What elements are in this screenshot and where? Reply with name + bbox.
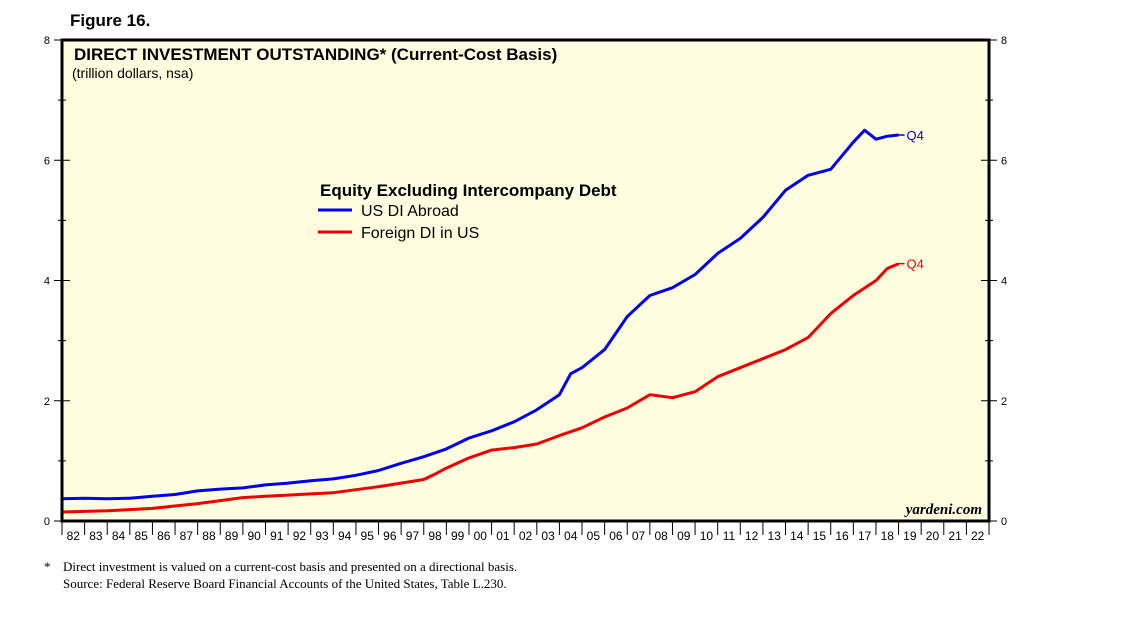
x-tick-label: 95 <box>361 529 375 543</box>
x-tick-label: 87 <box>180 529 194 543</box>
x-tick-label: 93 <box>315 529 329 543</box>
x-tick-label: 15 <box>813 529 827 543</box>
x-axis-ticks: 82 83 84 85 86 87 88 89 90 91 92 93 94 95 96 97 98 99 00 01… <box>61 521 990 543</box>
footnote-text: Direct investment is valued on a current… <box>63 559 517 574</box>
y-tick-label-left: 2 <box>44 396 50 408</box>
x-tick-label: 14 <box>790 529 804 543</box>
y-axis-ticks: 0 2 4 6 8 0 2 4 6 8 <box>44 35 1007 528</box>
x-tick-label: 03 <box>541 529 555 543</box>
x-tick-label: 99 <box>451 529 465 543</box>
x-tick-label: 17 <box>858 529 872 543</box>
source-text: Source: Federal Reserve Board Financial … <box>63 576 507 591</box>
x-tick-label: 09 <box>677 529 691 543</box>
legend-title: Equity Excluding Intercompany Debt <box>320 181 617 200</box>
y-tick-label-left: 0 <box>44 516 50 528</box>
chart-title: DIRECT INVESTMENT OUTSTANDING* (Current-… <box>74 45 557 64</box>
series-line-foreign-di-in-us <box>61 262 900 514</box>
x-tick-label: 05 <box>587 529 601 543</box>
x-tick-label: 19 <box>903 529 917 543</box>
x-tick-label: 88 <box>202 529 216 543</box>
y-tick-label-right: 4 <box>1001 276 1007 288</box>
x-tick-label: 18 <box>881 529 895 543</box>
x-tick-label: 04 <box>564 529 578 543</box>
legend-label-foreign-di-in-us: Foreign DI in US <box>361 225 479 242</box>
series-layer <box>61 128 905 514</box>
x-tick-label: 10 <box>700 529 714 543</box>
figure-label: Figure 16. <box>70 11 150 30</box>
x-tick-label: 85 <box>134 529 148 543</box>
x-tick-label: 94 <box>338 529 352 543</box>
x-tick-label: 91 <box>270 529 284 543</box>
x-tick-label: 20 <box>926 529 940 543</box>
y-tick-label-right: 8 <box>1001 35 1007 47</box>
x-tick-label: 13 <box>768 529 782 543</box>
x-tick-label: 84 <box>112 529 126 543</box>
end-label-foreign-di-in-us: Q4 <box>907 257 924 272</box>
x-tick-label: 90 <box>248 529 262 543</box>
yardeni-watermark: yardeni.com <box>904 502 982 518</box>
y-tick-label-right: 0 <box>1001 516 1007 528</box>
x-tick-label: 00 <box>474 529 488 543</box>
x-tick-label: 12 <box>745 529 759 543</box>
x-tick-label: 08 <box>654 529 668 543</box>
x-tick-label: 86 <box>157 529 171 543</box>
x-tick-label: 06 <box>609 529 623 543</box>
x-tick-label: 98 <box>428 529 442 543</box>
end-label-us-di-abroad: Q4 <box>907 128 924 143</box>
x-tick-label: 89 <box>225 529 239 543</box>
legend-label-us-di-abroad: US DI Abroad <box>361 203 459 220</box>
x-tick-label: 82 <box>67 529 81 543</box>
x-tick-label: 83 <box>89 529 103 543</box>
series-line-us-di-abroad <box>61 128 899 501</box>
legend: Equity Excluding Intercompany Debt US DI… <box>318 181 617 242</box>
x-tick-label: 11 <box>723 529 736 543</box>
y-tick-label-left: 6 <box>44 155 50 167</box>
x-tick-label: 07 <box>632 529 646 543</box>
y-tick-label-right: 2 <box>1001 396 1007 408</box>
x-tick-label: 21 <box>948 529 962 543</box>
chart-subtitle: (trillion dollars, nsa) <box>72 65 193 81</box>
y-tick-label-right: 6 <box>1001 155 1007 167</box>
y-tick-label-left: 4 <box>44 276 50 288</box>
x-tick-label: 02 <box>519 529 533 543</box>
x-tick-label: 97 <box>406 529 420 543</box>
x-tick-label: 22 <box>971 529 985 543</box>
x-tick-label: 92 <box>293 529 307 543</box>
y-tick-label-left: 8 <box>44 35 50 47</box>
x-tick-label: 01 <box>496 529 510 543</box>
x-tick-label: 16 <box>835 529 849 543</box>
footnote-marker: * <box>44 559 51 574</box>
x-tick-label: 96 <box>383 529 397 543</box>
plot-background <box>62 40 989 521</box>
